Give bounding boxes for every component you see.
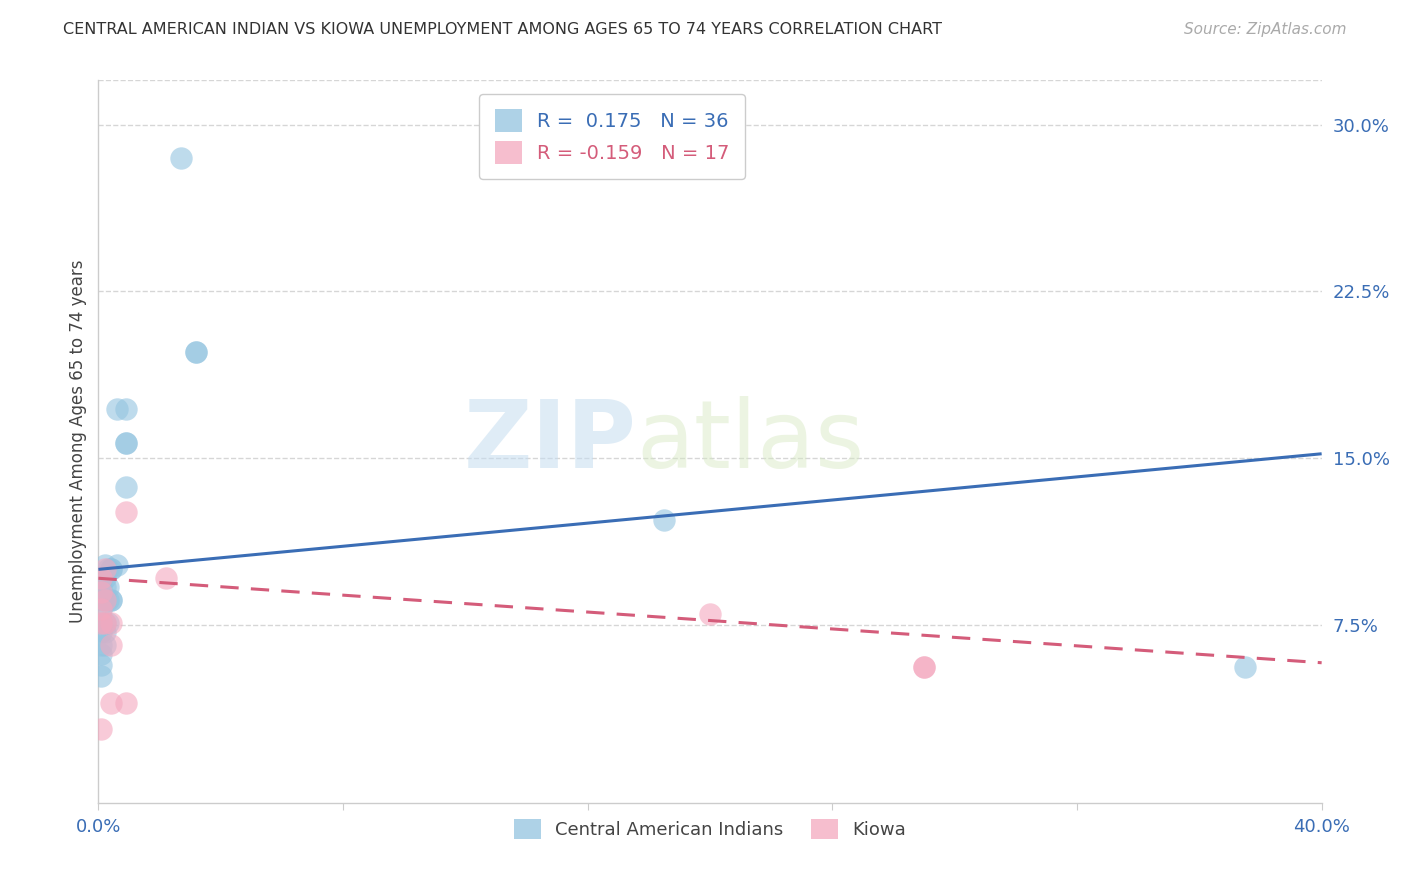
- Point: [90, 584, 112, 599]
- Text: ZIP: ZIP: [464, 395, 637, 488]
- Point: [97, 580, 120, 594]
- Point: [90, 602, 112, 616]
- Point: [186, 344, 208, 359]
- Point: [90, 669, 112, 683]
- Point: [97, 593, 120, 607]
- Point: [652, 513, 675, 527]
- Point: [93, 638, 115, 652]
- Point: [912, 660, 935, 674]
- Point: [100, 615, 122, 630]
- Point: [90, 571, 112, 585]
- Point: [115, 435, 138, 450]
- Point: [115, 435, 138, 450]
- Point: [93, 562, 115, 576]
- Point: [100, 696, 122, 710]
- Point: [100, 562, 122, 576]
- Point: [155, 571, 177, 585]
- Point: [90, 615, 112, 630]
- Point: [90, 624, 112, 639]
- Point: [186, 344, 208, 359]
- Y-axis label: Unemployment Among Ages 65 to 74 years: Unemployment Among Ages 65 to 74 years: [69, 260, 87, 624]
- Point: [90, 638, 112, 652]
- Point: [170, 151, 193, 165]
- Point: [93, 580, 115, 594]
- Point: [105, 402, 128, 417]
- Text: Source: ZipAtlas.com: Source: ZipAtlas.com: [1184, 22, 1347, 37]
- Point: [90, 593, 112, 607]
- Point: [93, 558, 115, 572]
- Point: [90, 602, 112, 616]
- Point: [1234, 660, 1257, 674]
- Point: [115, 480, 138, 494]
- Text: atlas: atlas: [637, 395, 865, 488]
- Point: [90, 580, 112, 594]
- Point: [93, 593, 115, 607]
- Point: [699, 607, 721, 621]
- Point: [100, 562, 122, 576]
- Point: [97, 562, 120, 576]
- Point: [93, 571, 115, 585]
- Point: [97, 615, 120, 630]
- Point: [90, 647, 112, 661]
- Point: [105, 558, 128, 572]
- Text: CENTRAL AMERICAN INDIAN VS KIOWA UNEMPLOYMENT AMONG AGES 65 TO 74 YEARS CORRELAT: CENTRAL AMERICAN INDIAN VS KIOWA UNEMPLO…: [63, 22, 942, 37]
- Point: [100, 638, 122, 652]
- Point: [100, 593, 122, 607]
- Point: [90, 571, 112, 585]
- Point: [93, 615, 115, 630]
- Point: [912, 660, 935, 674]
- Point: [100, 593, 122, 607]
- Legend: Central American Indians, Kiowa: Central American Indians, Kiowa: [505, 810, 915, 848]
- Point: [115, 402, 138, 417]
- Point: [115, 505, 138, 519]
- Point: [90, 723, 112, 737]
- Point: [90, 615, 112, 630]
- Point: [93, 615, 115, 630]
- Point: [93, 624, 115, 639]
- Point: [93, 593, 115, 607]
- Point: [115, 696, 138, 710]
- Point: [90, 657, 112, 672]
